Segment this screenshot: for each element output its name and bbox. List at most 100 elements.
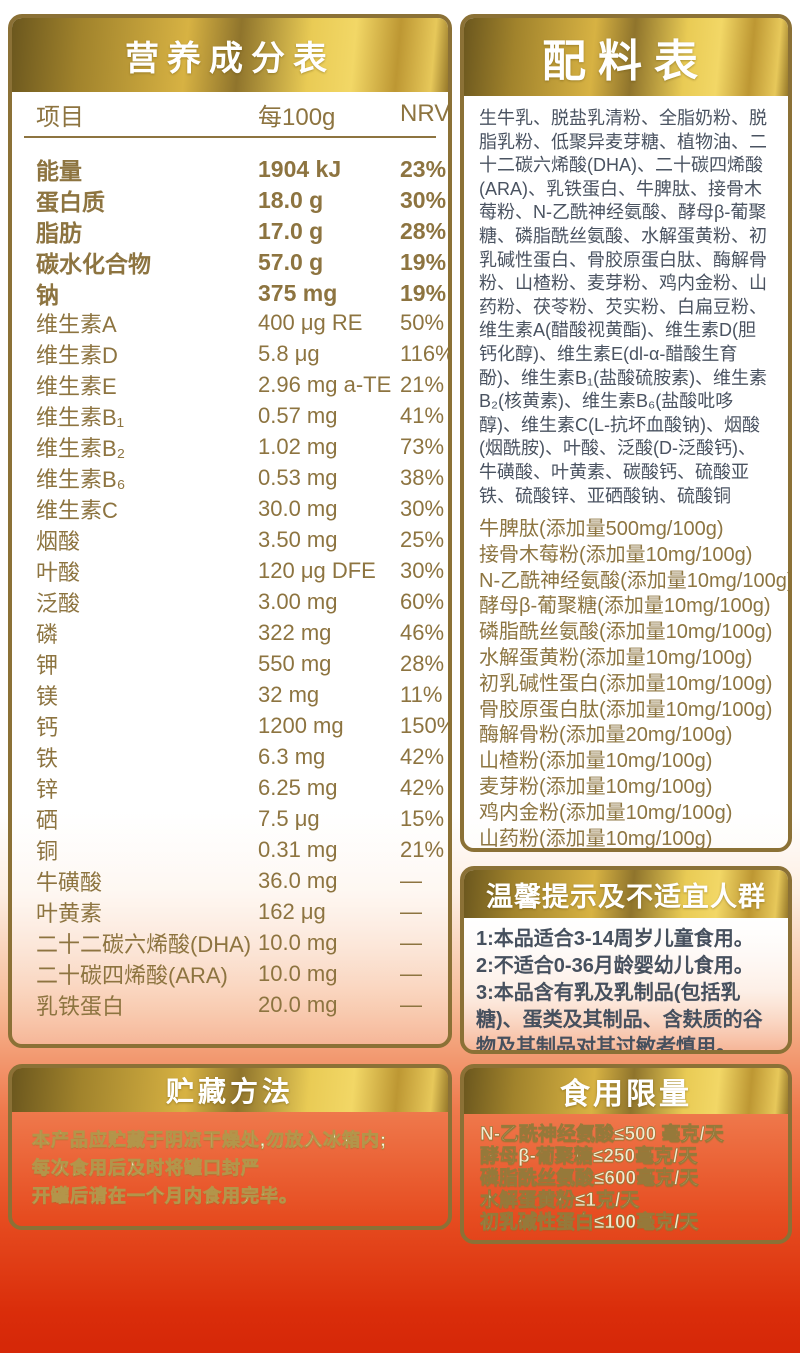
additive-line: 山楂粉(添加量10mg/100g) <box>479 750 713 773</box>
nutrient-value: 10.0 mg <box>258 961 338 986</box>
nutrient-name: 硒 <box>36 808 59 833</box>
nutrient-nrv: 19% <box>400 248 447 275</box>
limits-title-bar: 食用限量 <box>464 1068 788 1114</box>
nutrition-facts-panel: 营养成分表 项目 每100g NRV% 能量 1904 kJ 23% 蛋白质 18.0 … <box>8 14 452 1048</box>
nutrient-nrv: 30% <box>400 558 445 583</box>
limit-line: N-乙酰神经氨酸≤500 毫克/天 <box>480 1124 724 1146</box>
nutrition-column-header: 项目 每100g NRV% <box>12 92 448 136</box>
tip-line: 1:本品适合3-14周岁儿童食用。 <box>476 928 754 950</box>
table-row: 磷 322 mg 46% <box>12 617 448 648</box>
table-row: 能量 1904 kJ 23% <box>12 152 448 185</box>
nutrient-value: 162 μg <box>258 899 326 924</box>
nutrient-value: 1904 kJ <box>258 155 342 182</box>
nutrient-nrv: 21% <box>400 837 445 862</box>
nutrient-nrv: — <box>400 992 422 1017</box>
nutrient-value: 6.3 mg <box>258 744 326 769</box>
nutrient-value: 400 μg RE <box>258 310 363 335</box>
nutrient-nrv: 28% <box>400 651 445 676</box>
nutrient-value: 120 μg DFE <box>258 558 376 583</box>
nutrient-nrv: 41% <box>400 403 445 428</box>
nutrient-nrv: 28% <box>400 217 447 244</box>
nutrient-value: 6.25 mg <box>258 775 338 800</box>
ingredients-text: 生牛乳、脱盐乳清粉、全脂奶粉、脱脂乳粉、低聚异麦芽糖、植物油、二十二碳六烯酸(D… <box>479 108 768 506</box>
table-row: 碳水化合物 57.0 g 19% <box>12 245 448 278</box>
table-row: 二十二碳六烯酸(DHA) 10.0 mg — <box>12 927 448 958</box>
nutrition-title-bar: 营养成分表 <box>12 18 448 92</box>
tip-line: 2:不适合0-36月龄婴幼儿食用。 <box>476 955 754 977</box>
ingredients-panel: 配料表 生牛乳、脱盐乳清粉、全脂奶粉、脱脂乳粉、低聚异麦芽糖、植物油、二十二碳六… <box>460 14 792 852</box>
storage-title: 贮藏方法 <box>165 1076 294 1107</box>
additive-line: 牛脾肽(添加量500mg/100g) <box>479 518 724 541</box>
additive-line: 山药粉(添加量10mg/100g) <box>479 827 713 850</box>
nutrient-name: 能量 <box>36 158 82 184</box>
nutrient-nrv: 21% <box>400 372 445 397</box>
storage-line: 每次食用后及时将罐口封严 <box>32 1158 260 1179</box>
additive-line: 水解蛋黄粉(添加量10mg/100g) <box>479 647 753 670</box>
nutrient-value: 20.0 mg <box>258 992 338 1017</box>
storage-body: 本产品应贮藏于阴凉干燥处,勿放入冰箱内; 每次食用后及时将罐口封严 开罐后请在一个月… <box>12 1112 448 1210</box>
limits-body: N-乙酰神经氨酸≤500 毫克/天 酵母β-葡聚糖≤250毫克/天 磷脂酰丝氨酸≤6… <box>464 1114 788 1234</box>
additive-line: N-乙酰神经氨酸(添加量10mg/100g) <box>479 569 792 592</box>
storage-panel: 贮藏方法 本产品应贮藏于阴凉干燥处,勿放入冰箱内; 每次食用后及时将罐口封严 开罐后… <box>8 1064 452 1230</box>
additive-line: 磷脂酰丝氨酸(添加量10mg/100g) <box>479 621 773 644</box>
nutrient-name: 二十二碳六烯酸(DHA) <box>36 932 252 957</box>
nutrient-name: 乳铁蛋白 <box>36 994 125 1019</box>
table-row: 脂肪 17.0 g 28% <box>12 214 448 247</box>
nutrient-name: 磷 <box>36 622 59 647</box>
nutrient-nrv: 11% <box>400 682 443 707</box>
limits-panel: 食用限量 N-乙酰神经氨酸≤500 毫克/天 酵母β-葡聚糖≤250毫克/天 磷脂酰… <box>460 1064 792 1244</box>
nutrient-value: 18.0 g <box>258 186 324 213</box>
table-row: 铜 0.31 mg 21% <box>12 834 448 865</box>
nutrient-nrv: 15% <box>400 806 445 831</box>
nutrient-name: 烟酸 <box>36 529 81 554</box>
nutrient-name: 维生素C <box>36 498 118 523</box>
table-row: 锌 6.25 mg 42% <box>12 772 448 803</box>
nutrient-nrv: 23% <box>400 155 447 182</box>
header-divider <box>24 136 436 138</box>
table-row: 维生素B₂ 1.02 mg 73% <box>12 431 448 462</box>
table-row: 铁 6.3 mg 42% <box>12 741 448 772</box>
tips-body: 1:本品适合3-14周岁儿童食用。 2:不适合0-36月龄婴幼儿食用。 3:本品含有… <box>464 918 788 1050</box>
nutrient-nrv: 50% <box>400 310 445 335</box>
nutrient-nrv: 38% <box>400 465 445 490</box>
tips-title: 温馨提示及不适宜人群 <box>486 881 766 912</box>
table-row: 硒 7.5 μg 15% <box>12 803 448 834</box>
limit-line: 水解蛋黄粉≤1克/天 <box>480 1190 640 1212</box>
nutrient-name: 二十碳四烯酸(ARA) <box>36 963 228 988</box>
ingredients-title-bar: 配料表 <box>464 18 788 96</box>
tips-title-bar: 温馨提示及不适宜人群 <box>464 870 788 918</box>
table-row: 二十碳四烯酸(ARA) 10.0 mg — <box>12 958 448 989</box>
nutrient-name: 钠 <box>36 282 59 308</box>
table-row: 维生素C 30.0 mg 30% <box>12 493 448 524</box>
nutrient-nrv: — <box>400 930 422 955</box>
nutrient-name: 钙 <box>36 715 59 740</box>
nutrient-name: 维生素B₂ <box>36 436 126 461</box>
nutrient-nrv: 46% <box>400 620 445 645</box>
nutrient-value: 0.53 mg <box>258 465 338 490</box>
nutrient-name: 泛酸 <box>36 591 81 616</box>
limit-line: 酵母β-葡聚糖≤250毫克/天 <box>480 1146 698 1168</box>
nutrient-name: 维生素B₆ <box>36 467 126 492</box>
table-row: 牛磺酸 36.0 mg — <box>12 865 448 896</box>
nutrient-name: 铜 <box>36 839 59 864</box>
nutrient-name: 维生素D <box>36 343 118 368</box>
nutrient-name: 叶酸 <box>36 560 81 585</box>
nutrient-value: 10.0 mg <box>258 930 338 955</box>
nutrient-value: 32 mg <box>258 682 320 707</box>
nutrient-value: 7.5 μg <box>258 806 320 831</box>
nutrient-value: 0.57 mg <box>258 403 338 428</box>
nutrient-value: 375 mg <box>258 279 338 306</box>
nutrient-nrv: 30% <box>400 186 447 213</box>
column-item: 项目 <box>36 103 84 131</box>
nutrient-nrv: 150% <box>400 713 452 738</box>
nutrient-name: 铁 <box>36 746 59 771</box>
tip-line: 3:本品含有乳及乳制品(包括乳糖)、蛋类及其制品、含麸质的谷物及其制品对其过敏者… <box>476 982 763 1054</box>
limits-title: 食用限量 <box>560 1078 692 1111</box>
nutrient-nrv: — <box>400 899 422 924</box>
table-row: 维生素B₆ 0.53 mg 38% <box>12 462 448 493</box>
additive-line: 麦芽粉(添加量10mg/100g) <box>479 776 713 799</box>
column-per-100g: 每100g <box>258 103 336 131</box>
nutrient-name: 碳水化合物 <box>36 251 151 277</box>
table-row: 烟酸 3.50 mg 25% <box>12 524 448 555</box>
